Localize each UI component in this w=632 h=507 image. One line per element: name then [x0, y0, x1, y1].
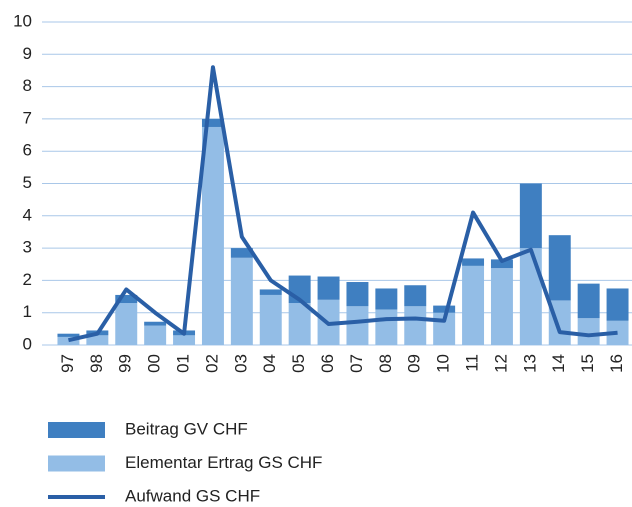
bar-segment — [201, 118, 224, 127]
bar-segment — [259, 289, 282, 295]
bar-segment — [375, 309, 398, 345]
bar-segment — [173, 335, 196, 345]
x-tick-label: 08 — [376, 354, 395, 373]
legend-label: Elementar Ertrag GS CHF — [125, 453, 322, 472]
bar-segment — [404, 306, 427, 345]
bar-segment — [259, 294, 282, 345]
legend-label: Aufwand GS CHF — [125, 486, 260, 505]
y-tick-label: 5 — [23, 173, 32, 192]
bar-segment — [548, 235, 571, 301]
x-tick-label: 01 — [174, 354, 193, 373]
bar-segment — [144, 321, 167, 326]
x-tick-label: 12 — [491, 354, 510, 373]
bar-segment — [230, 248, 253, 258]
bar-segment — [57, 333, 80, 337]
bar-segment — [346, 282, 369, 307]
x-tick-label: 07 — [347, 354, 366, 373]
y-tick-label: 7 — [23, 108, 32, 127]
legend-swatch — [48, 455, 105, 472]
x-tick-label: 09 — [405, 354, 424, 373]
bar-segment — [144, 325, 167, 345]
x-tick-label: 99 — [116, 354, 135, 373]
y-tick-label: 4 — [23, 205, 32, 224]
y-tick-label: 9 — [23, 44, 32, 63]
bar-segment — [317, 276, 340, 300]
x-tick-label: 11 — [463, 354, 482, 372]
line — [68, 65, 618, 343]
bar-segment — [577, 283, 600, 319]
y-tick-label: 1 — [23, 302, 32, 321]
x-tick-label: 14 — [549, 354, 568, 373]
bar-segment — [288, 303, 311, 345]
y-tick-label: 3 — [23, 238, 32, 257]
y-tick-label: 2 — [23, 270, 32, 289]
bar-segment — [462, 258, 485, 266]
y-tick-label: 8 — [23, 76, 32, 95]
legend-swatch — [48, 422, 105, 438]
x-tick-label: 04 — [260, 354, 279, 373]
x-tick-label: 03 — [231, 354, 250, 373]
bar-segment — [346, 306, 369, 345]
bar-segment — [230, 257, 253, 345]
bar-segment — [375, 288, 398, 310]
x-tick-label: 13 — [520, 354, 539, 373]
bar-segment — [462, 265, 485, 345]
bar-segment — [86, 335, 109, 345]
bar-segment — [519, 248, 542, 345]
x-tick-label: 10 — [434, 354, 453, 373]
x-tick-label: 15 — [578, 354, 597, 373]
bar-segment — [490, 259, 513, 269]
bar-segment — [404, 285, 427, 307]
x-tick-label: 97 — [58, 354, 77, 373]
x-tick-label: 00 — [145, 354, 164, 373]
y-tick-label: 0 — [23, 334, 32, 353]
bar-segment — [433, 305, 456, 313]
bar-segment — [57, 336, 80, 345]
y-tick-label: 6 — [23, 141, 32, 160]
legend-label: Beitrag GV CHF — [125, 419, 248, 438]
x-tick-label: 02 — [202, 354, 221, 373]
bar-segment — [201, 126, 224, 345]
x-tick-label: 05 — [289, 354, 308, 373]
y-tick-label: 10 — [13, 11, 32, 30]
x-tick-label: 06 — [318, 354, 337, 373]
bar-segment — [115, 303, 138, 345]
x-tick-label: 98 — [87, 354, 106, 373]
x-tick-label: 16 — [607, 354, 626, 373]
bar-segment — [115, 294, 138, 304]
bar-segment — [519, 183, 542, 249]
bar-segment — [606, 288, 629, 321]
bar-segment — [577, 318, 600, 345]
bar-segment — [490, 268, 513, 345]
